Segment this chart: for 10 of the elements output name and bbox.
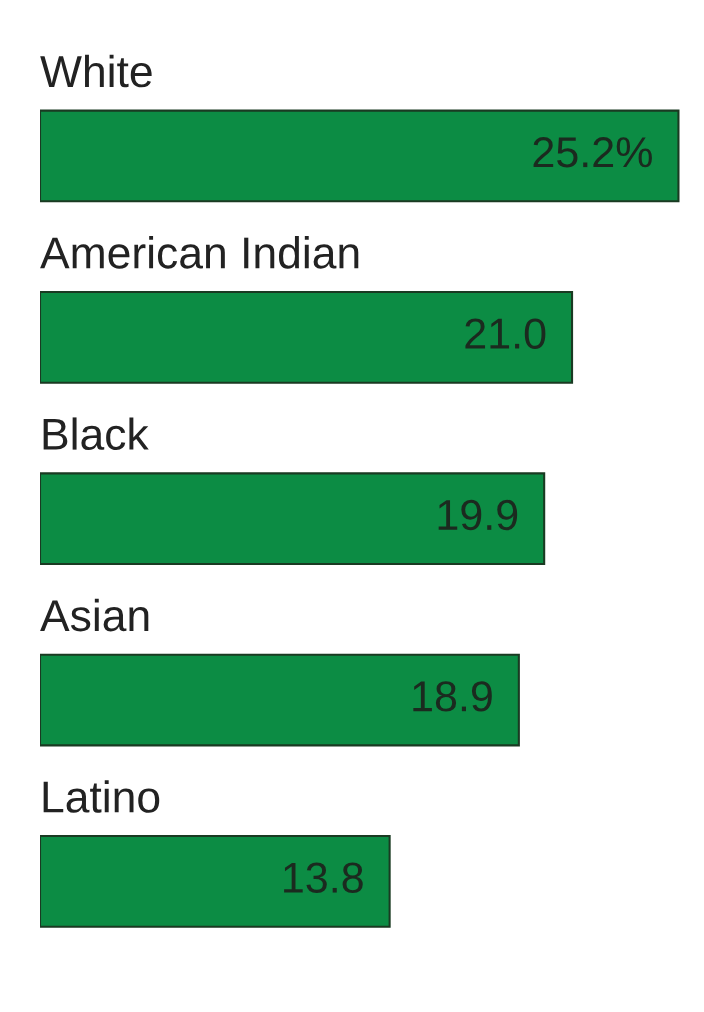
y-tick-label: Latino: [43, 780, 160, 813]
data-label: 13.8: [284, 862, 363, 893]
y-tick-label: Black: [43, 417, 149, 451]
y-tick-label: Asian: [40, 598, 149, 632]
y-tick-label: White: [40, 54, 152, 88]
data-label: 18.9: [413, 681, 492, 712]
y-tick-label: American Indian: [40, 236, 359, 269]
data-label: 25.2%: [533, 137, 652, 168]
data-label: 19.9: [438, 499, 518, 531]
data-label: 21.0: [465, 318, 546, 349]
